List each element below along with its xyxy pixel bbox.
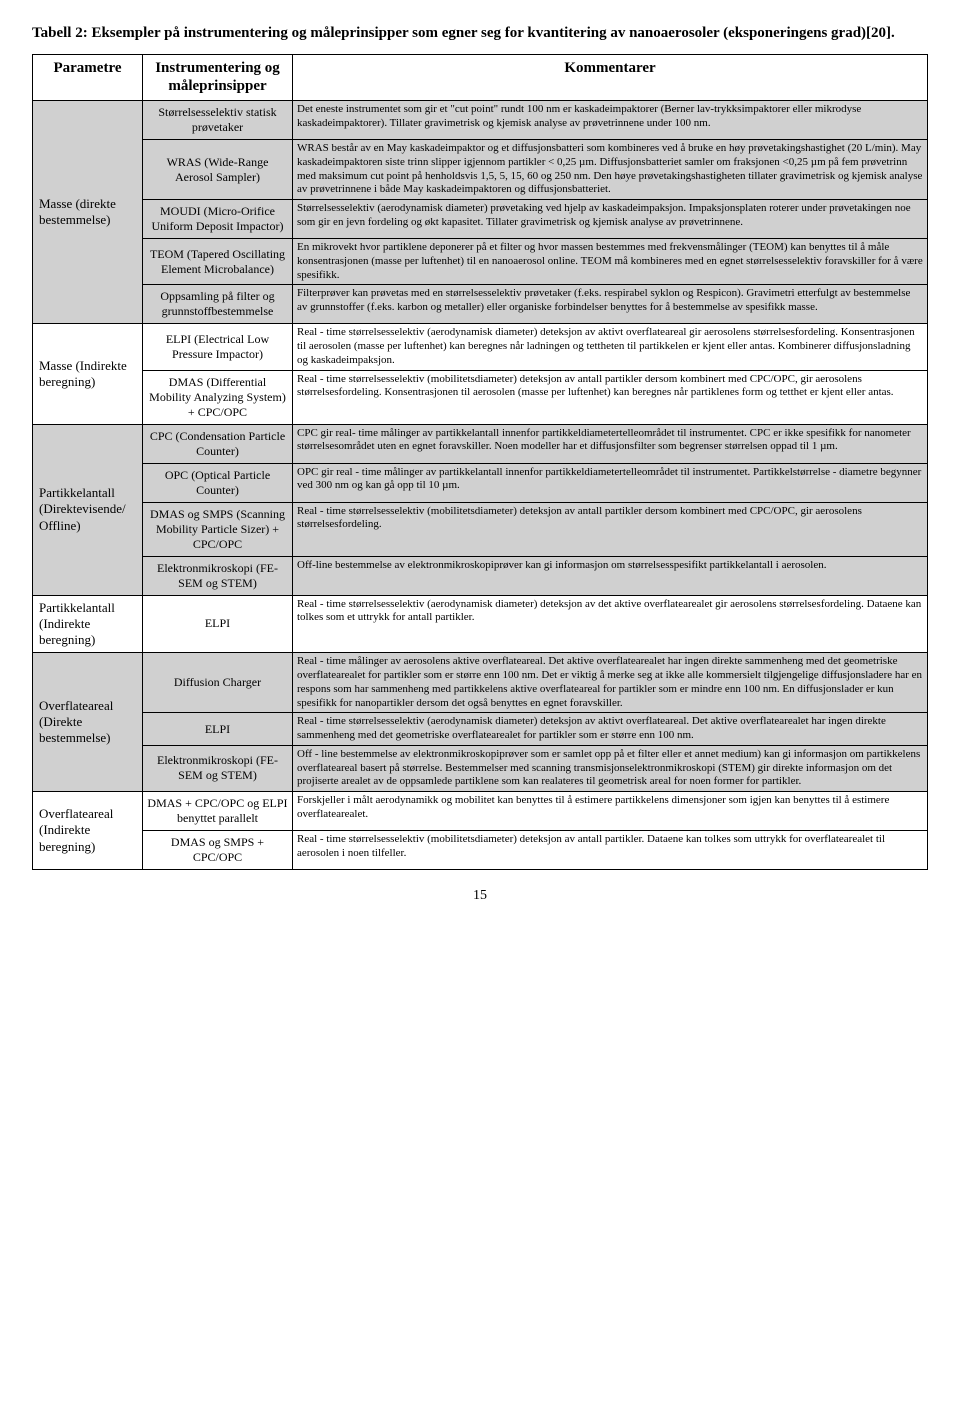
instr-cell: ELPI [143,595,293,653]
komm-cell: Real - time størrelsesselektiv (mobilite… [293,831,928,870]
page-number: 15 [32,888,928,904]
header-instr: Instrumentering og måleprinsipper [143,54,293,101]
komm-cell: Real - time målinger av aerosolens aktiv… [293,653,928,713]
komm-cell: Real - time størrelsesselektiv (mobilite… [293,502,928,556]
header-param: Parametre [33,54,143,101]
table-row: OPC (Optical Particle Counter)OPC gir re… [33,463,928,502]
komm-cell: Filterprøver kan prøvetas med en størrel… [293,285,928,324]
param-cell: Partikkelantall (Indirekte beregning) [33,595,143,653]
table-row: Masse (direkte bestemmelse)Størrelsessel… [33,101,928,140]
table-row: Overflateareal (Indirekte beregning)DMAS… [33,792,928,831]
instr-cell: Elektronmikroskopi (FE-SEM og STEM) [143,745,293,791]
header-komm: Kommentarer [293,54,928,101]
table-row: Masse (Indirekte beregning)ELPI (Electri… [33,324,928,370]
table-row: Partikkelantall (Direktevisende/ Offline… [33,424,928,463]
param-cell: Masse (Indirekte beregning) [33,324,143,424]
instr-cell: DMAS og SMPS + CPC/OPC [143,831,293,870]
table-row: Oppsamling på filter og grunnstoffbestem… [33,285,928,324]
instr-cell: Oppsamling på filter og grunnstoffbestem… [143,285,293,324]
table-row: DMAS og SMPS + CPC/OPCReal - time større… [33,831,928,870]
table-row: Elektronmikroskopi (FE-SEM og STEM)Off-l… [33,556,928,595]
table-row: Partikkelantall (Indirekte beregning)ELP… [33,595,928,653]
instr-cell: OPC (Optical Particle Counter) [143,463,293,502]
instr-cell: MOUDI (Micro-Orifice Uniform Deposit Imp… [143,200,293,239]
komm-cell: Forskjeller i målt aerodynamikk og mobil… [293,792,928,831]
komm-cell: Off-line bestemmelse av elektronmikrosko… [293,556,928,595]
table-row: Elektronmikroskopi (FE-SEM og STEM)Off -… [33,745,928,791]
komm-cell: Det eneste instrumentet som gir et "cut … [293,101,928,140]
instr-cell: Diffusion Charger [143,653,293,713]
instr-cell: WRAS (Wide-Range Aerosol Sampler) [143,140,293,200]
instr-cell: Størrelsesselektiv statisk prøvetaker [143,101,293,140]
instr-cell: ELPI (Electrical Low Pressure Impactor) [143,324,293,370]
table-row: TEOM (Tapered Oscillating Element Microb… [33,239,928,285]
instr-cell: Elektronmikroskopi (FE-SEM og STEM) [143,556,293,595]
komm-cell: En mikrovekt hvor partiklene deponerer p… [293,239,928,285]
komm-cell: CPC gir real- time målinger av partikkel… [293,424,928,463]
komm-cell: Real - time størrelsesselektiv (aerodyna… [293,324,928,370]
instr-cell: DMAS + CPC/OPC og ELPI benyttet parallel… [143,792,293,831]
komm-cell: OPC gir real - time målinger av partikke… [293,463,928,502]
komm-cell: Real - time størrelsesselektiv (aerodyna… [293,595,928,653]
table-row: DMAS og SMPS (Scanning Mobility Particle… [33,502,928,556]
table-row: ELPIReal - time størrelsesselektiv (aero… [33,713,928,746]
param-cell: Overflateareal (Direkte bestemmelse) [33,653,143,792]
komm-cell: WRAS består av en May kaskadeimpaktor og… [293,140,928,200]
instr-cell: ELPI [143,713,293,746]
instr-cell: CPC (Condensation Particle Counter) [143,424,293,463]
table-row: MOUDI (Micro-Orifice Uniform Deposit Imp… [33,200,928,239]
instr-cell: DMAS og SMPS (Scanning Mobility Particle… [143,502,293,556]
table-row: WRAS (Wide-Range Aerosol Sampler)WRAS be… [33,140,928,200]
komm-cell: Off - line bestemmelse av elektronmikros… [293,745,928,791]
komm-cell: Real - time størrelsesselektiv (aerodyna… [293,713,928,746]
instr-cell: DMAS (Differential Mobility Analyzing Sy… [143,370,293,424]
table-body: Masse (direkte bestemmelse)Størrelsessel… [33,101,928,870]
table-title: Tabell 2: Eksempler på instrumentering o… [32,24,928,44]
param-cell: Overflateareal (Indirekte beregning) [33,792,143,870]
komm-cell: Størrelsesselektiv (aerodynamisk diamete… [293,200,928,239]
komm-cell: Real - time størrelsesselektiv (mobilite… [293,370,928,424]
param-cell: Partikkelantall (Direktevisende/ Offline… [33,424,143,595]
param-cell: Masse (direkte bestemmelse) [33,101,143,324]
instr-cell: TEOM (Tapered Oscillating Element Microb… [143,239,293,285]
table-row: DMAS (Differential Mobility Analyzing Sy… [33,370,928,424]
table-row: Overflateareal (Direkte bestemmelse)Diff… [33,653,928,713]
main-table: Parametre Instrumentering og måleprinsip… [32,54,928,871]
